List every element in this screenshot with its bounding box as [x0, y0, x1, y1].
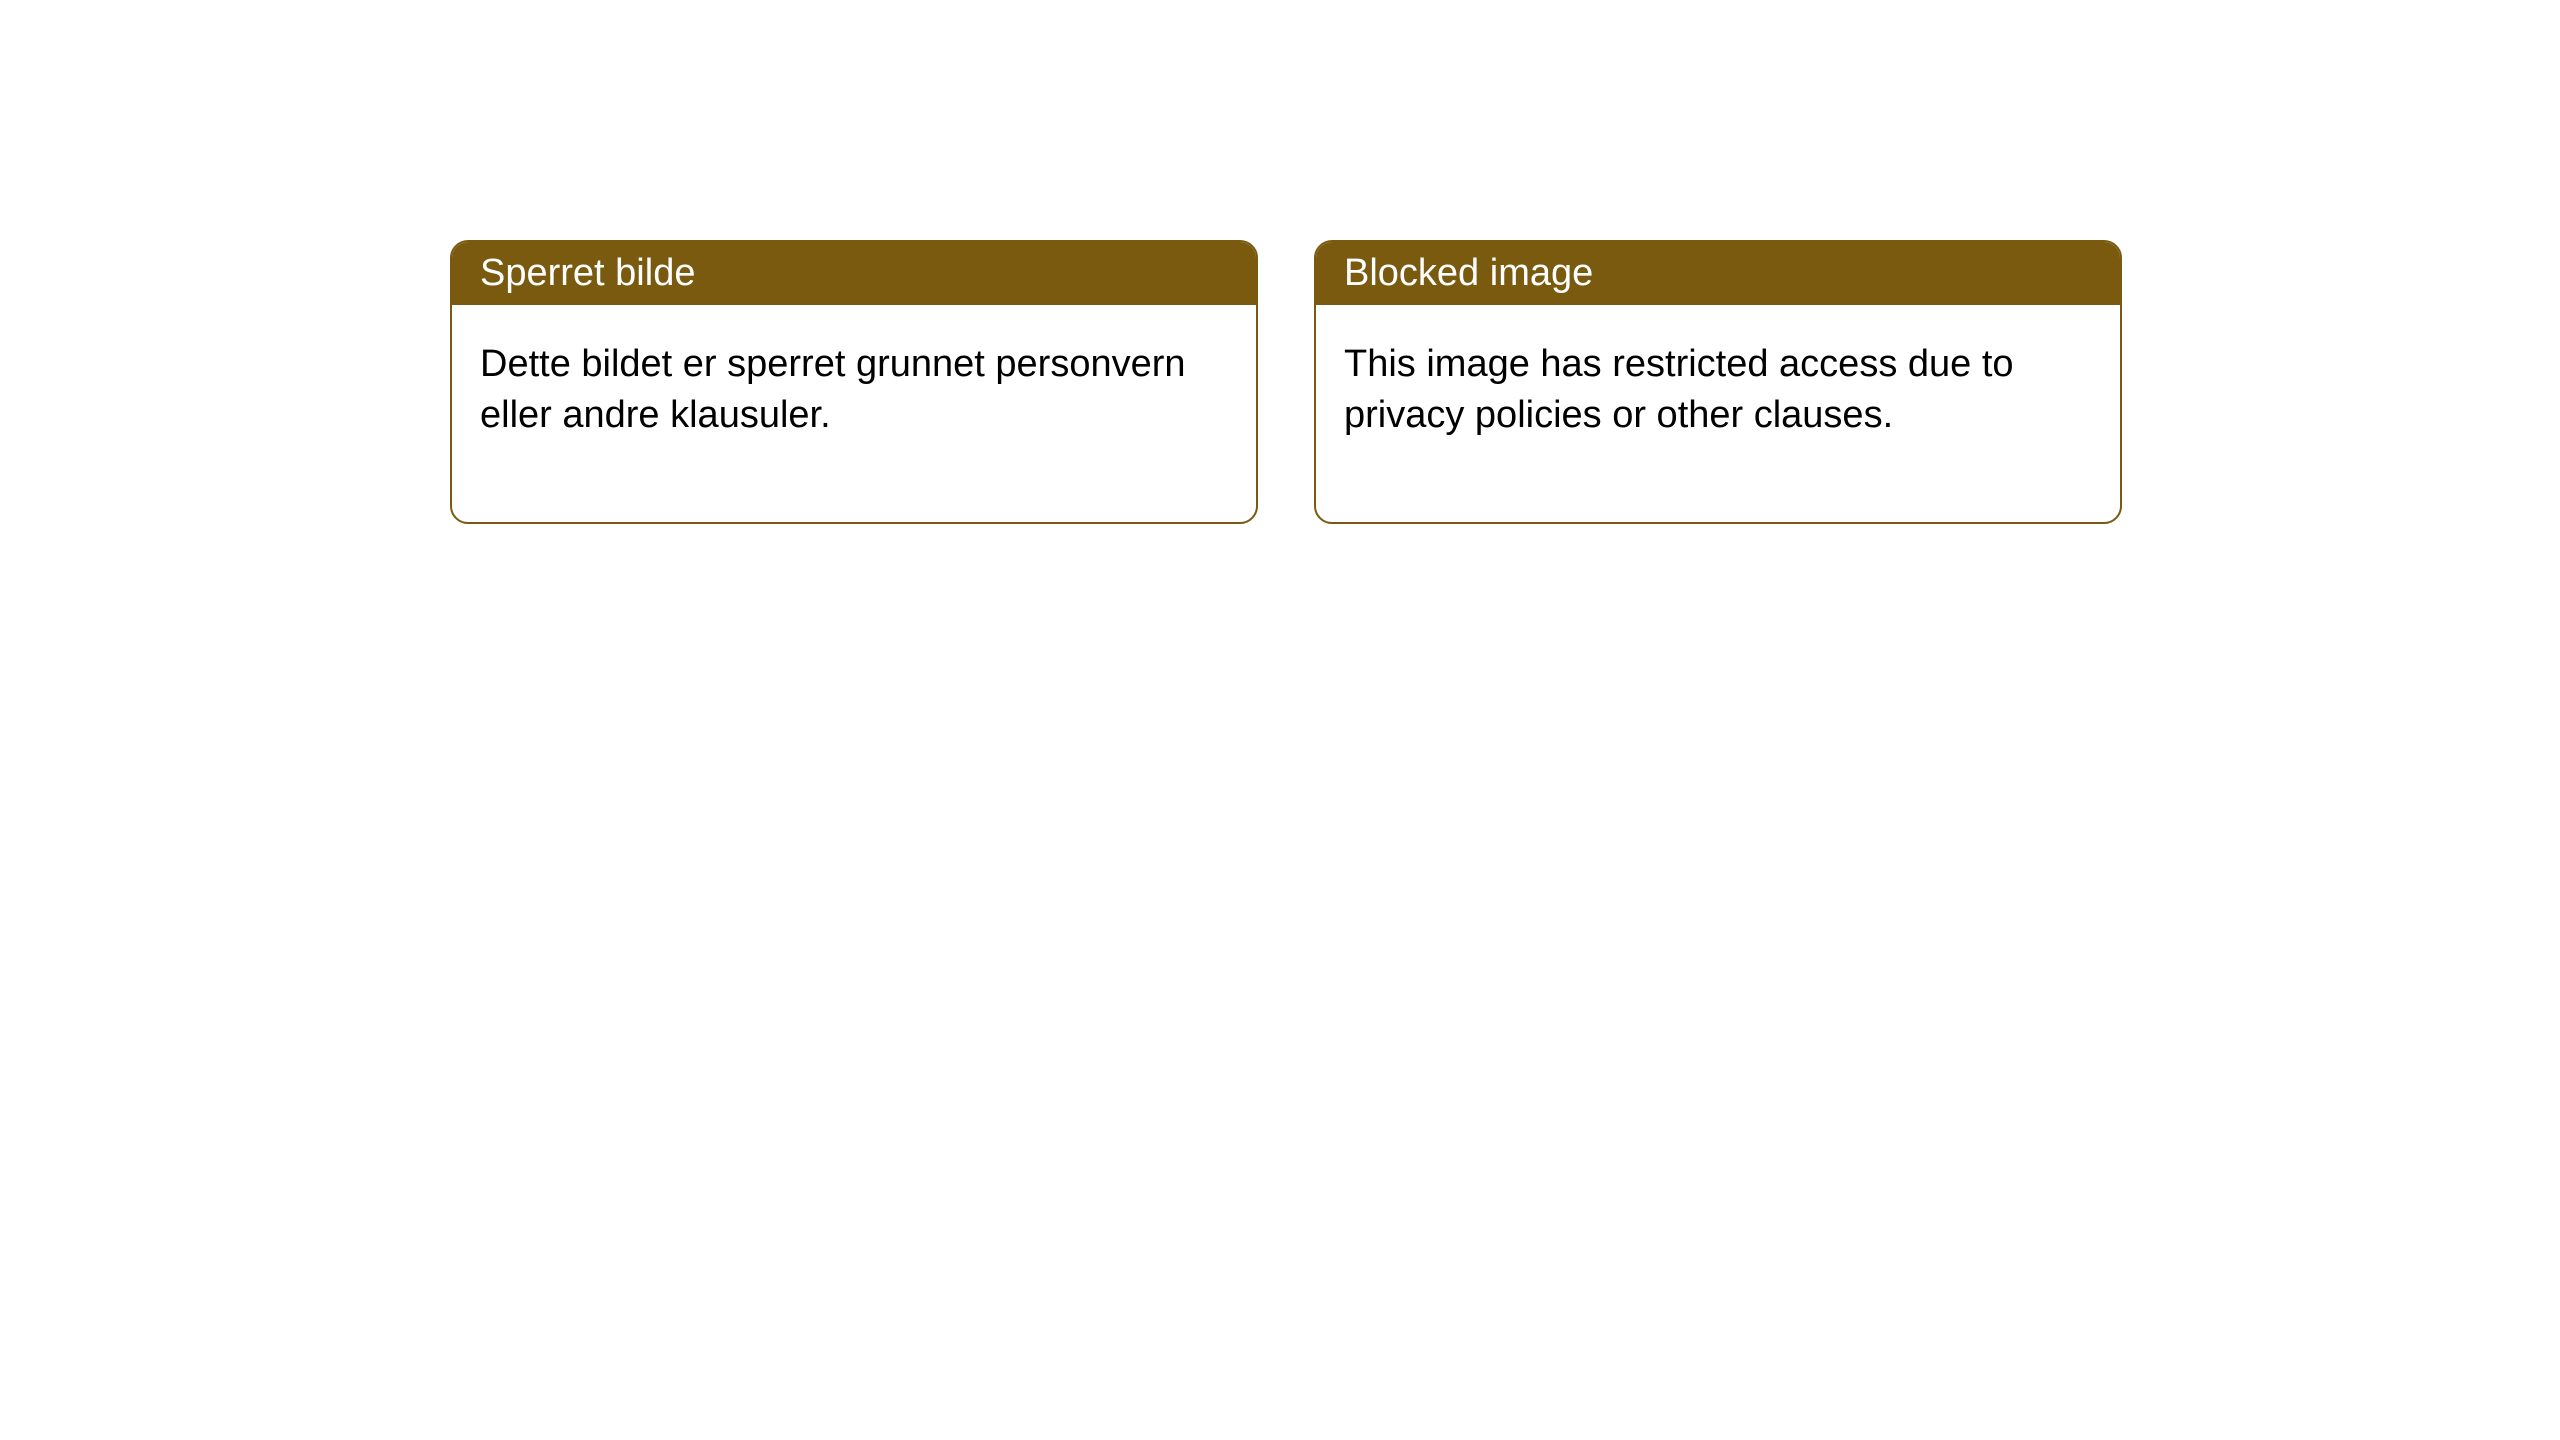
notice-text: Dette bildet er sperret grunnet personve… [480, 343, 1186, 436]
notice-header: Sperret bilde [452, 242, 1256, 305]
notice-header: Blocked image [1316, 242, 2120, 305]
notice-body: Dette bildet er sperret grunnet personve… [452, 305, 1256, 522]
notice-card-norwegian: Sperret bilde Dette bildet er sperret gr… [450, 240, 1258, 524]
notice-container: Sperret bilde Dette bildet er sperret gr… [450, 240, 2122, 524]
notice-text: This image has restricted access due to … [1344, 343, 2014, 436]
notice-body: This image has restricted access due to … [1316, 305, 2120, 522]
notice-card-english: Blocked image This image has restricted … [1314, 240, 2122, 524]
notice-title: Blocked image [1344, 252, 1593, 294]
notice-title: Sperret bilde [480, 252, 695, 294]
